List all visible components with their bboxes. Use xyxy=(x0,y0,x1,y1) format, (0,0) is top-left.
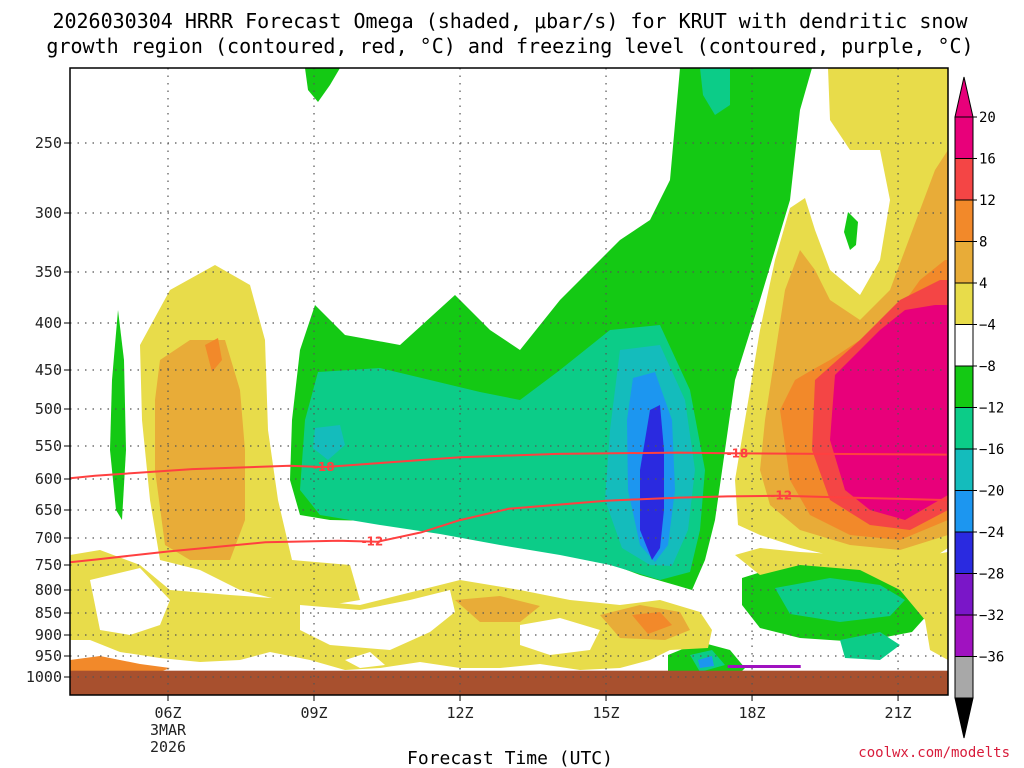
colorbar-label-3: 8 xyxy=(979,235,987,251)
colorbar-swatch-0 xyxy=(954,116,974,159)
colorbar-label-11: −28 xyxy=(979,567,1004,583)
ascent-lowband-bottom-blue xyxy=(698,656,714,668)
ascent-lowband-right-teal xyxy=(775,578,905,622)
descent-lowband-gold xyxy=(455,596,690,640)
colorbar: 20 16 12 8 4 −4 −8 −12 −16 −20 −24 −28 −32 −36 xyxy=(954,76,1004,739)
colorbar-swatch-9 xyxy=(954,490,974,533)
y-tick-label-850: 850 xyxy=(35,604,62,622)
colorbar-swatch-5 xyxy=(954,324,974,367)
ascent-blob-left xyxy=(110,310,126,520)
x-tick-label-15Z: 15Z xyxy=(592,704,619,722)
descent-magenta-right xyxy=(830,305,948,520)
gap-low-center xyxy=(520,618,600,655)
x-tick-label-09Z: 09Z xyxy=(300,704,327,722)
y-tick-label-750: 750 xyxy=(35,556,62,574)
x-tick-label-21Z: 21Z xyxy=(885,704,912,722)
descent-right-lower-yellow xyxy=(735,548,948,660)
descent-gold-left xyxy=(155,340,245,560)
credit-link[interactable]: coolwx.com/modelts xyxy=(858,745,1010,761)
y-tick-label-950: 950 xyxy=(35,647,62,665)
y-tick-label-300: 300 xyxy=(35,204,62,222)
colorbar-overflow-bottom xyxy=(954,697,974,739)
colorbar-label-2: 12 xyxy=(979,193,996,209)
contour-minus12-label-1: -12 xyxy=(770,489,792,503)
ground-shading xyxy=(70,670,948,695)
gap-low-left xyxy=(90,568,170,635)
contour-minus18 xyxy=(70,451,947,480)
contour-minus18-label-0: -18 xyxy=(313,460,335,474)
colorbar-label-10: −24 xyxy=(979,525,1004,541)
colorbar-swatch-10 xyxy=(954,531,974,574)
colorbar-swatch-12 xyxy=(954,614,974,657)
colorbar-swatch-1 xyxy=(954,158,974,201)
colorbar-label-7: −12 xyxy=(979,401,1004,417)
colorbar-label-13: −36 xyxy=(979,650,1004,666)
colorbar-swatch-11 xyxy=(954,573,974,616)
y-tick-label-650: 650 xyxy=(35,501,62,519)
colorbar-swatch-4 xyxy=(954,282,974,325)
y-tick-label-450: 450 xyxy=(35,361,62,379)
colorbar-swatch-2 xyxy=(954,199,974,242)
chart-title-line2: growth region (contoured, red, °C) and f… xyxy=(46,34,973,58)
colorbar-label-4: 4 xyxy=(979,276,987,292)
ascent-lowband-far-right xyxy=(840,632,900,660)
colorbar-overflow-top xyxy=(954,76,974,118)
x-tick-sublabel-year: 2026 xyxy=(150,738,186,756)
colorbar-label-5: −4 xyxy=(979,318,996,334)
contour-minus18-label-1: -18 xyxy=(727,446,749,460)
y-tick-label-900: 900 xyxy=(35,626,62,644)
x-axis-label: Forecast Time (UTC) xyxy=(407,748,613,768)
chart-title-line1: 2026030304 HRRR Forecast Omega (shaded, … xyxy=(52,9,968,33)
y-tick-label-350: 350 xyxy=(35,263,62,281)
colorbar-swatch-7 xyxy=(954,407,974,450)
colorbar-swatch-13 xyxy=(954,656,974,699)
plot-frame xyxy=(69,67,949,696)
colorbar-label-6: −8 xyxy=(979,359,996,375)
y-tick-label-700: 700 xyxy=(35,529,62,547)
contour-minus12-label-0: -12 xyxy=(362,535,384,549)
y-tick-label-550: 550 xyxy=(35,437,62,455)
x-tick-label-06Z: 06Z xyxy=(154,704,181,722)
ascent-blob-right-small xyxy=(844,212,858,250)
x-tick-label-18Z: 18Z xyxy=(738,704,765,722)
colorbar-label-8: −16 xyxy=(979,442,1004,458)
ascent-core xyxy=(640,405,664,560)
colorbar-swatch-8 xyxy=(954,448,974,491)
y-axis: 250 300 350 400 450 500 550 600 650 700 750 800 850 9… xyxy=(26,134,70,686)
colorbar-label-0: 20 xyxy=(979,110,996,126)
y-tick-label-400: 400 xyxy=(35,314,62,332)
y-tick-label-250: 250 xyxy=(35,134,62,152)
gap-low-bottom xyxy=(345,652,385,668)
descent-lowband-orange xyxy=(632,612,672,634)
y-tick-label-500: 500 xyxy=(35,400,62,418)
contour-minus12 xyxy=(70,494,947,564)
plot-area: -18 -18 -12 -12 xyxy=(70,68,948,695)
colorbar-label-1: 16 xyxy=(979,152,996,168)
colorbar-label-12: −32 xyxy=(979,608,1004,624)
descent-orange-left xyxy=(205,338,222,372)
colorbar-label-9: −20 xyxy=(979,484,1004,500)
x-tick-label-12Z: 12Z xyxy=(446,704,473,722)
y-tick-label-800: 800 xyxy=(35,581,62,599)
descent-low-left-orange xyxy=(70,656,170,672)
x-tick-sublabel-month: 3MAR xyxy=(150,721,187,739)
temperature-contours: -18 -18 -12 -12 xyxy=(70,446,947,564)
colorbar-swatch-3 xyxy=(954,241,974,284)
y-tick-label-1000: 1000 xyxy=(26,668,62,686)
colorbar-swatch-6 xyxy=(954,365,974,408)
y-tick-label-600: 600 xyxy=(35,470,62,488)
